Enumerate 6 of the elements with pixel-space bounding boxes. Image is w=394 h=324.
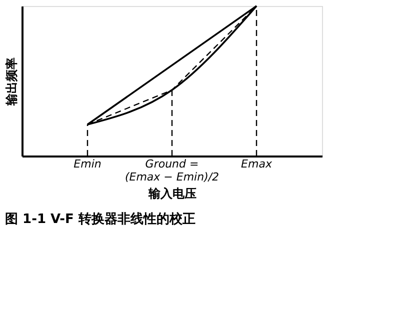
x-tick-label: Emax [241, 158, 272, 170]
x-tick-label: Ground = (Emax − Emin)/2 [124, 158, 220, 184]
text: 图 1-1 V-F 转换器非线性的校正 [5, 211, 196, 227]
x-axis-title: 输入电压 [148, 186, 196, 200]
x-tick-label: Emin [74, 158, 102, 170]
y-axis-title: 输出频率 [4, 58, 18, 106]
